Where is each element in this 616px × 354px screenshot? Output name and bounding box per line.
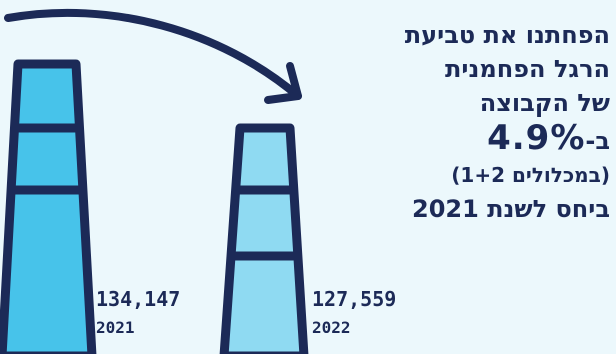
chimney-2022 [219,123,309,354]
year-label-2021: 2021 [96,318,135,337]
chimney-2021-body [0,59,97,354]
chimney-2022-body [219,123,309,354]
reduction-prefix: ב- [585,127,610,155]
headline-line-2: הרגל הפחמנית [445,55,610,83]
reduction-percent: 4.9% [487,118,586,158]
value-label-2021: 134,147 [96,287,181,311]
headline-line-1: הפחתנו את טביעת [404,21,610,49]
headline-line-3: של הקבוצה [479,89,610,117]
headline-line-4: ב-4.9% [320,120,610,158]
chimney-2021 [0,59,97,354]
decrease-arrow-icon [4,8,302,104]
headline-line-6: ביחס לשנת 2021 [412,195,610,223]
headline-line-5: (במכלולים 1+2) [451,163,610,187]
year-label-2022: 2022 [312,318,351,337]
value-label-2022: 127,559 [312,287,397,311]
headline: הפחתנו את טביעת הרגל הפחמנית של הקבוצה ב… [320,18,610,226]
